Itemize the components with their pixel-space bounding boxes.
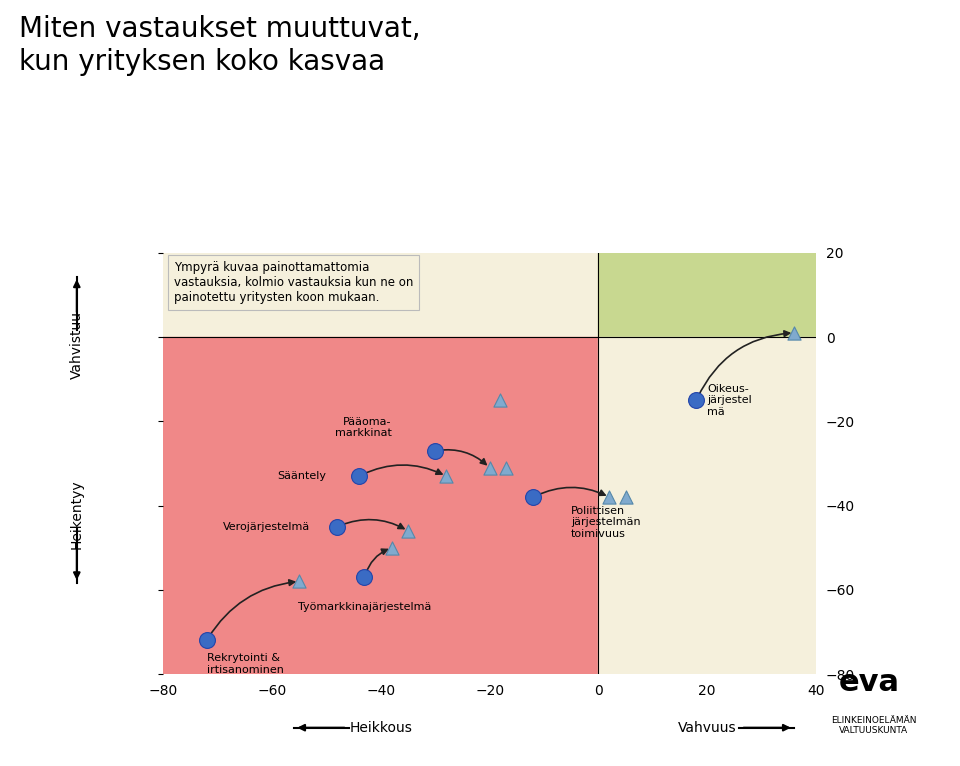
- Point: [329, 521, 345, 533]
- Text: ELINKEINOELÄMÄN
VALTUUSKUNTA: ELINKEINOELÄMÄN VALTUUSKUNTA: [830, 716, 917, 735]
- Point: [498, 461, 514, 473]
- Bar: [598, 337, 816, 674]
- Point: [618, 491, 634, 503]
- Point: [427, 444, 443, 457]
- Text: Miten vastaukset muuttuvat,
kun yrityksen koko kasvaa: Miten vastaukset muuttuvat, kun yritykse…: [19, 15, 420, 76]
- Text: Heikentyy: Heikentyy: [70, 480, 84, 548]
- Text: Oikeus-
järjestel
mä: Oikeus- järjestel mä: [708, 384, 752, 417]
- Text: eva: eva: [838, 668, 900, 697]
- Point: [688, 394, 704, 406]
- Text: Sääntely: Sääntely: [277, 471, 326, 481]
- Text: Poliittisen
järjestelmän
toimivuus: Poliittisen järjestelmän toimivuus: [571, 506, 641, 538]
- Bar: [598, 253, 816, 337]
- Text: Heikkous: Heikkous: [349, 721, 412, 735]
- Text: Rekrytointi &
irtisanominen: Rekrytointi & irtisanominen: [206, 653, 283, 675]
- Point: [351, 470, 367, 483]
- Point: [400, 525, 416, 537]
- Point: [482, 461, 497, 473]
- Text: Työmarkkinajärjestelmä: Työmarkkinajärjestelmä: [298, 602, 431, 613]
- Text: Verojärjestelmä: Verojärjestelmä: [223, 522, 310, 532]
- Bar: [163, 253, 598, 337]
- Point: [357, 571, 372, 584]
- Text: Vahvuus: Vahvuus: [678, 721, 736, 735]
- Text: Pääoma-
markkinat: Pääoma- markkinat: [335, 417, 392, 438]
- Text: Vahvistuu: Vahvistuu: [70, 312, 84, 379]
- Bar: [163, 337, 598, 674]
- Point: [602, 491, 617, 503]
- Point: [384, 542, 399, 554]
- Point: [292, 575, 307, 588]
- Point: [786, 326, 802, 339]
- Point: [525, 491, 540, 503]
- Point: [439, 470, 454, 483]
- Text: Ympyrä kuvaa painottamattomia
vastauksia, kolmio vastauksia kun ne on
painotettu: Ympyrä kuvaa painottamattomia vastauksia…: [174, 261, 414, 304]
- Point: [199, 634, 214, 647]
- Point: [492, 394, 508, 406]
